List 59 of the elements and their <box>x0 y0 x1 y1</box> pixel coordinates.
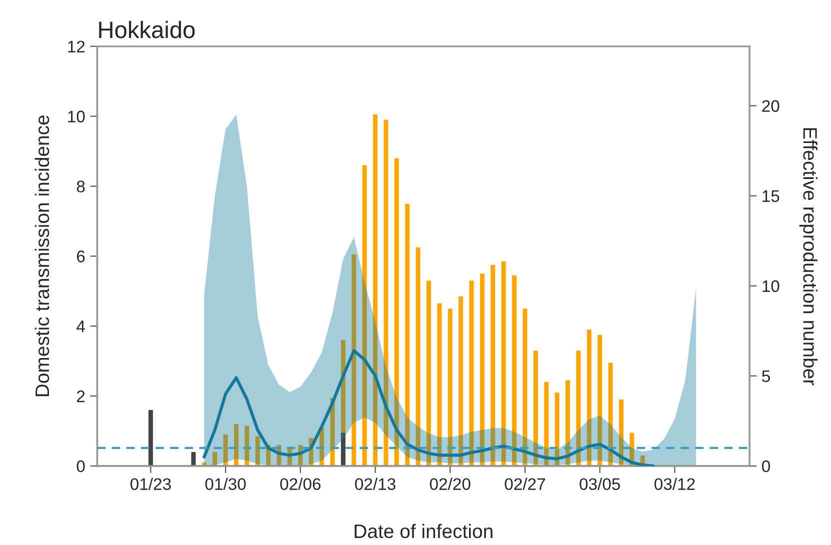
bar <box>223 434 228 466</box>
x-tick-label: 02/13 <box>355 478 396 490</box>
bar <box>458 296 464 466</box>
bar <box>469 280 474 466</box>
y-tick-label: 2 <box>76 390 85 402</box>
bar <box>416 247 420 466</box>
bar <box>490 264 496 466</box>
bar <box>576 350 581 466</box>
x-tick-label: 02/27 <box>504 478 546 490</box>
bar <box>618 400 624 466</box>
x-tick-label: 02/20 <box>430 478 470 490</box>
bar <box>426 280 431 466</box>
bar <box>598 334 602 466</box>
x-tick-label: 01/30 <box>205 478 246 490</box>
bar <box>212 452 218 466</box>
bar <box>255 436 260 466</box>
y-axis-title: Domestic transmission incidence <box>34 115 50 396</box>
y-tick-label: 8 <box>76 180 85 192</box>
x-tick-label: 02/06 <box>280 478 321 490</box>
bar <box>522 308 528 466</box>
y-tick-label: 12 <box>68 40 85 52</box>
bar <box>340 432 346 466</box>
bar <box>437 303 442 466</box>
bar <box>480 274 484 466</box>
y2-tick-label: 15 <box>762 190 780 202</box>
y2-axis-title: Effective reproduction number <box>799 128 818 386</box>
bar <box>566 380 570 466</box>
x-axis-title: Date of infection <box>354 524 492 538</box>
y-tick-label: 0 <box>76 460 85 472</box>
y2-tick-label: 20 <box>762 100 780 112</box>
y2-tick-label: 0 <box>762 460 770 472</box>
bar <box>191 452 196 466</box>
bar <box>244 426 250 466</box>
bar <box>384 120 388 466</box>
bar <box>148 410 153 466</box>
bar <box>544 382 549 466</box>
bar <box>608 362 613 466</box>
bar <box>234 424 238 466</box>
x-tick-label: 01/23 <box>130 478 171 490</box>
bar <box>554 392 560 466</box>
y2-tick-label: 10 <box>762 280 780 292</box>
bar <box>373 114 378 466</box>
x-tick-label: 03/12 <box>654 478 695 490</box>
bar <box>352 254 356 466</box>
y-tick-label: 6 <box>77 250 85 262</box>
x-tick-label: 03/05 <box>580 478 620 490</box>
bar <box>448 308 452 466</box>
chart-title: Hokkaido <box>99 20 195 38</box>
y-tick-label: 4 <box>76 320 85 332</box>
bar <box>405 204 410 466</box>
line-series <box>202 349 655 466</box>
bar <box>362 165 367 466</box>
y-tick-label: 10 <box>68 110 85 122</box>
bar <box>394 158 399 466</box>
bar <box>533 350 538 466</box>
y2-tick-label: 5 <box>762 370 770 382</box>
bar <box>501 261 506 466</box>
bar <box>512 275 517 466</box>
bar <box>586 330 592 466</box>
